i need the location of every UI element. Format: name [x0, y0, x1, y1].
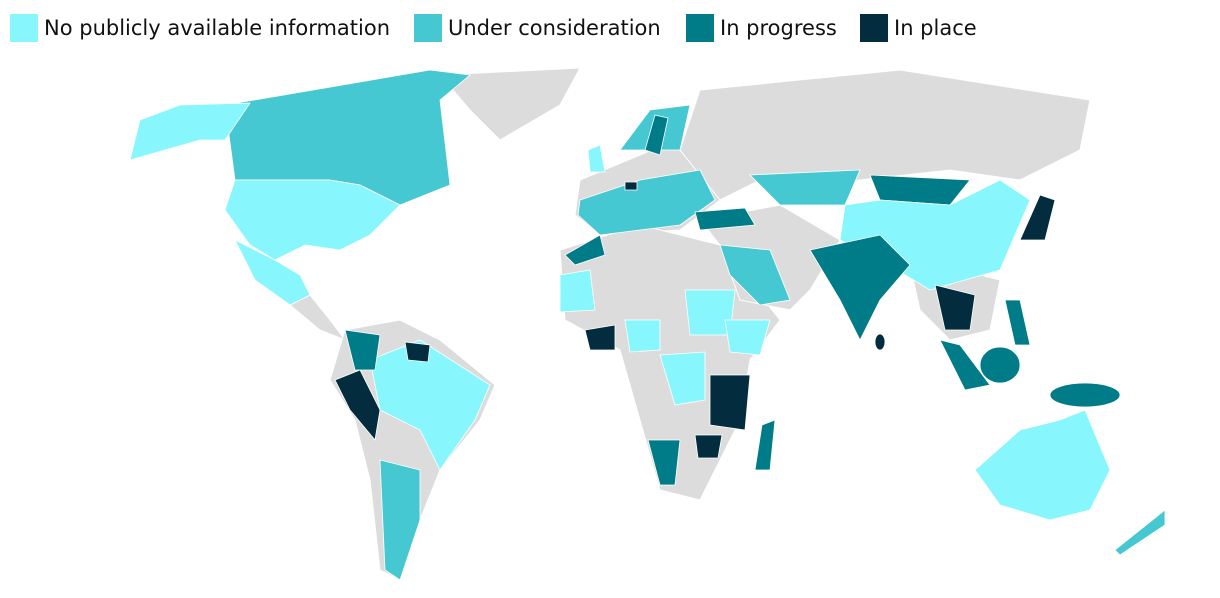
guianas: [404, 341, 431, 363]
sweden: [644, 114, 669, 156]
japan: [1019, 194, 1056, 241]
ethiopia: [724, 319, 771, 356]
legend-label: In progress: [720, 16, 837, 40]
legend-label: No publicly available information: [44, 16, 390, 40]
europe-west: [577, 169, 716, 236]
central-africa: [659, 351, 706, 406]
nigeria: [624, 319, 661, 353]
madagascar: [754, 419, 776, 471]
brazil: [369, 339, 491, 471]
central-america: [289, 294, 347, 342]
greenland: [438, 67, 581, 141]
india: [809, 234, 911, 341]
legend: No publicly available information Under …: [10, 14, 977, 42]
philippines: [1004, 299, 1031, 346]
switzerland: [624, 181, 638, 191]
legend-swatch: [414, 14, 442, 42]
morocco: [564, 234, 606, 266]
legend-swatch: [10, 14, 38, 42]
regions: [129, 69, 1166, 581]
saudi-arabia: [719, 244, 791, 306]
alaska: [129, 102, 251, 161]
colombia: [344, 329, 381, 371]
indonesia-east: [1049, 382, 1121, 408]
turkey: [694, 207, 756, 231]
west-africa: [584, 324, 616, 351]
legend-swatch: [860, 14, 888, 42]
legend-swatch: [686, 14, 714, 42]
usa: [224, 179, 401, 261]
tanzania: [709, 374, 751, 431]
legend-label: In place: [894, 16, 977, 40]
uk: [587, 144, 606, 173]
mexico: [234, 239, 311, 306]
kazakhstan: [749, 169, 861, 206]
namibia: [647, 439, 681, 486]
australia: [974, 409, 1111, 521]
argentina: [379, 459, 421, 581]
legend-label: Under consideration: [448, 16, 661, 40]
new-zealand: [1114, 509, 1166, 556]
zimbabwe: [694, 434, 723, 459]
mauritania: [559, 269, 596, 313]
sri-lanka: [874, 333, 886, 351]
peru: [334, 369, 381, 441]
malaysia: [939, 339, 991, 391]
borneo: [979, 346, 1021, 384]
mainland-se-asia: [934, 284, 976, 331]
russia: [679, 69, 1091, 201]
